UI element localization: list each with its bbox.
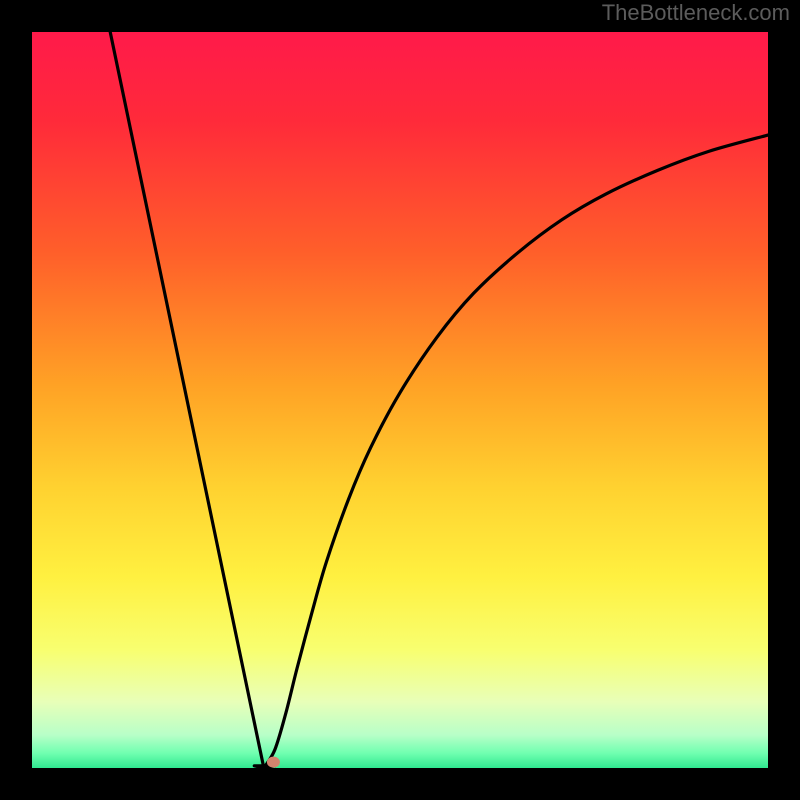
optimal-marker <box>267 757 279 767</box>
plot-background <box>32 32 768 768</box>
watermark-text: TheBottleneck.com <box>602 0 790 26</box>
bottleneck-chart <box>0 0 800 800</box>
chart-container: TheBottleneck.com <box>0 0 800 800</box>
